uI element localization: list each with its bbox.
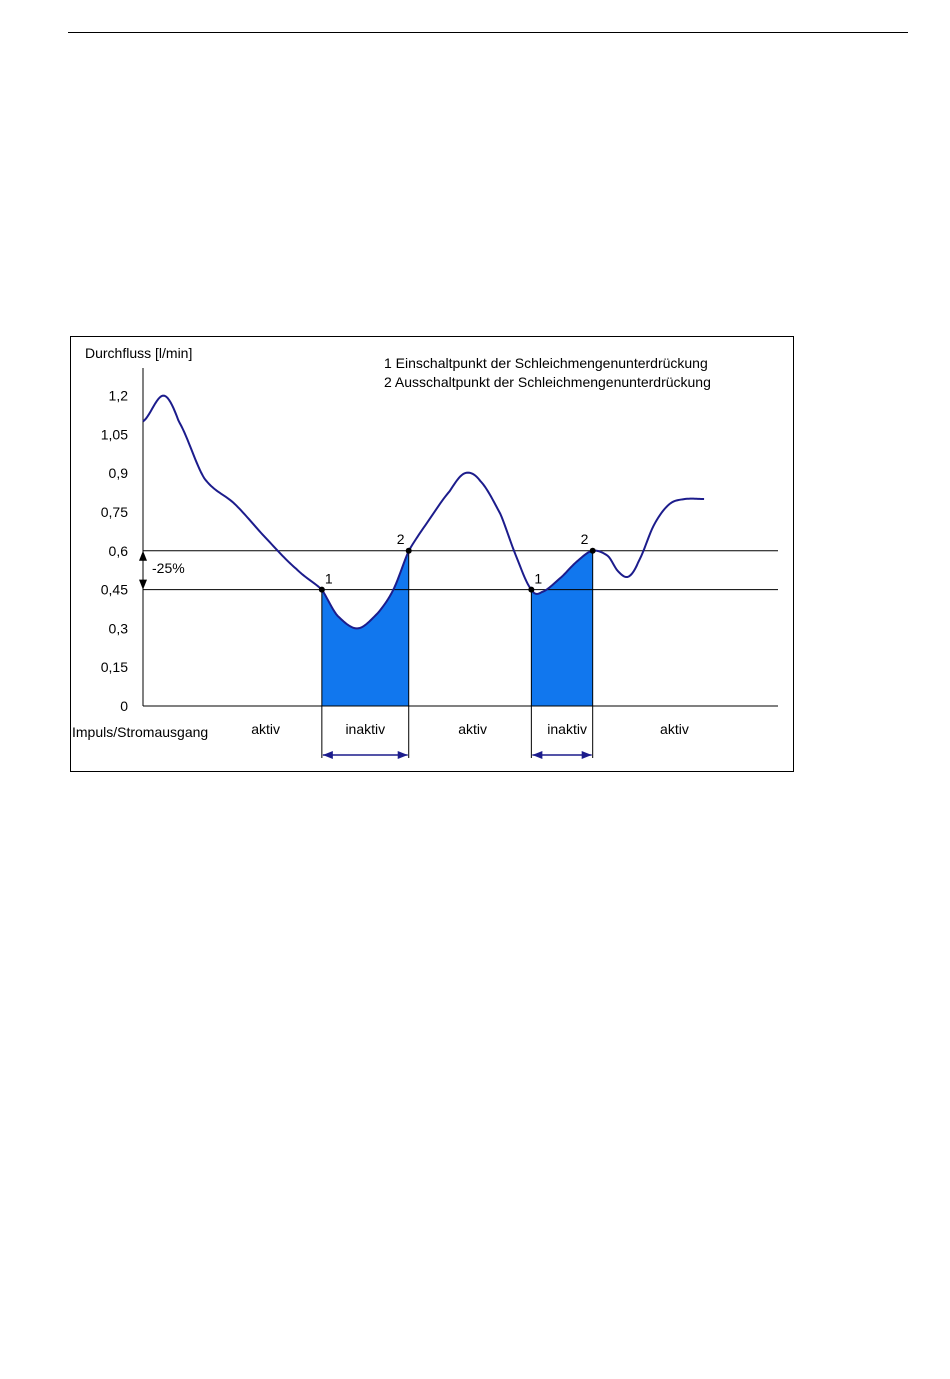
y-tick-label: 0,6 bbox=[109, 543, 129, 559]
switch-point-label: 1 bbox=[325, 571, 333, 587]
switch-point-2 bbox=[405, 547, 412, 554]
y-tick-label: 0,45 bbox=[101, 582, 128, 598]
chart-frame bbox=[70, 336, 794, 772]
flow-curve bbox=[142, 394, 705, 630]
y-tick-label: 1,2 bbox=[109, 388, 129, 404]
switch-point-label: 1 bbox=[534, 571, 542, 587]
arrowhead-left bbox=[532, 751, 543, 759]
inactive-region-fills bbox=[321, 550, 593, 706]
state-label-1: aktiv bbox=[251, 721, 280, 737]
y-tick-label: 0,15 bbox=[101, 659, 128, 675]
switch-point-markers bbox=[318, 547, 596, 593]
y-tick-label: 1,05 bbox=[101, 426, 128, 442]
switch-point-label: 2 bbox=[397, 531, 405, 547]
flow-chart: 0 0,15 0,3 0,45 0,6 0,75 0,9 1,05 1,2 -25% 1 2 1 2 Dur… bbox=[72, 345, 778, 759]
page-header-rule bbox=[68, 32, 908, 33]
state-label-5: aktiv bbox=[660, 721, 689, 737]
arrowhead-left bbox=[322, 751, 333, 759]
hysteresis-arrowhead-up bbox=[139, 550, 147, 561]
switch-point-4 bbox=[589, 547, 596, 554]
chart-labels: 0 0,15 0,3 0,45 0,6 0,75 0,9 1,05 1,2 -25% 1 2 1 2 Dur… bbox=[72, 345, 711, 740]
state-label-3: aktiv bbox=[458, 721, 487, 737]
legend-item-1: 1 Einschaltpunkt der Schleichmengenunter… bbox=[384, 355, 708, 371]
arrowhead-right bbox=[581, 751, 592, 759]
y-axis-title: Durchfluss [l/min] bbox=[85, 345, 192, 361]
hysteresis-arrowhead-down bbox=[139, 579, 147, 590]
threshold-lines bbox=[143, 550, 778, 591]
switch-point-3 bbox=[528, 586, 535, 593]
axes bbox=[139, 368, 778, 759]
inactive-region-1 bbox=[321, 550, 409, 706]
hysteresis-label: -25% bbox=[152, 560, 185, 576]
legend-item-2: 2 Ausschaltpunkt der Schleichmengenunter… bbox=[384, 374, 711, 390]
arrowhead-right bbox=[397, 751, 408, 759]
y-tick-label: 0 bbox=[120, 698, 128, 714]
y-tick-label: 0,9 bbox=[109, 465, 129, 481]
x-axis-title: Impuls/Stromausgang bbox=[72, 724, 208, 740]
switch-point-label: 2 bbox=[581, 531, 589, 547]
y-tick-label: 0,3 bbox=[109, 620, 129, 636]
state-label-2: inaktiv bbox=[345, 721, 385, 737]
state-label-4: inaktiv bbox=[547, 721, 587, 737]
y-tick-label: 0,75 bbox=[101, 504, 128, 520]
switch-point-1 bbox=[318, 586, 325, 593]
flow-series-line bbox=[142, 394, 705, 630]
